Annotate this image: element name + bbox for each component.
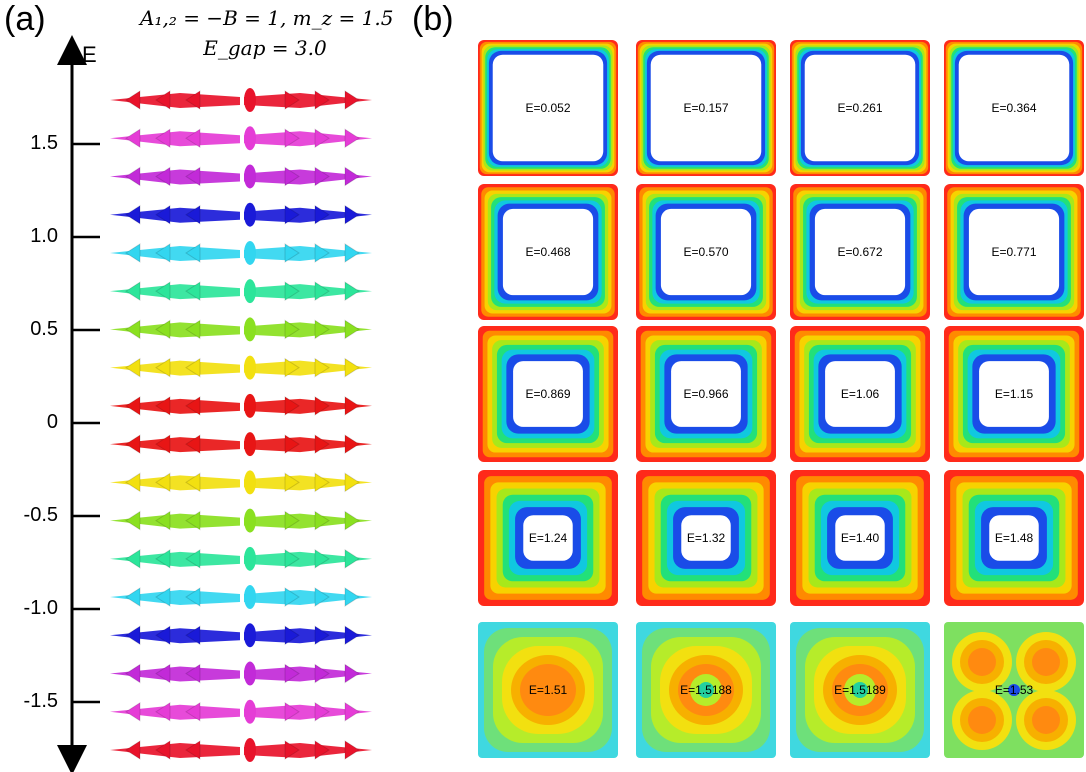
- panel-a-label: (a): [4, 0, 46, 38]
- tile-energy-label: E=1.06: [841, 387, 880, 401]
- equation-gap: E_gap = 3.0: [203, 36, 327, 60]
- ldos-map-tile: E=0.672: [790, 184, 930, 320]
- ldos-map-tile: E=0.771: [944, 184, 1084, 320]
- tile-energy-label: E=1.32: [687, 531, 726, 545]
- spin-layer: [110, 470, 372, 495]
- tile-energy-label: E=1.24: [529, 531, 568, 545]
- ldos-map-tile: E=0.468: [478, 184, 618, 320]
- ldos-map-tile: E=1.24: [478, 470, 618, 606]
- tile-energy-label: E=0.261: [837, 101, 882, 115]
- tick-label: 0.5: [30, 318, 58, 340]
- spin-layer: [110, 317, 372, 342]
- spin-layer: [110, 355, 372, 380]
- tile-energy-label: E=0.966: [683, 387, 728, 401]
- ldos-map-tile: E=1.53: [944, 622, 1084, 758]
- tick-label: -1.5: [23, 690, 58, 712]
- ldos-map-tile: E=0.966: [636, 326, 776, 462]
- tick-label: 1.0: [30, 225, 58, 247]
- ldos-map-tile: E=0.364: [944, 40, 1084, 176]
- tick-label: -0.5: [23, 504, 58, 526]
- tile-energy-label: E=1.53: [995, 683, 1034, 697]
- tile-energy-label: E=1.15: [995, 387, 1034, 401]
- spin-layer: [110, 240, 372, 265]
- spin-layer: [110, 508, 372, 533]
- tile-energy-label: E=0.157: [683, 101, 728, 115]
- tile-energy-label: E=0.672: [837, 245, 882, 259]
- tile-energy-label: E=1.5188: [680, 683, 732, 697]
- energy-axis-label: E: [82, 42, 97, 67]
- spin-layer: [110, 88, 372, 112]
- panel-b-label: (b): [412, 0, 454, 38]
- ldos-map-tile: E=1.51: [478, 622, 618, 758]
- ldos-map-tile: E=0.261: [790, 40, 930, 176]
- spin-layer: [110, 699, 372, 724]
- spin-layer: [110, 623, 372, 648]
- ldos-map-tile: E=1.48: [944, 470, 1084, 606]
- tile-energy-label: E=0.570: [683, 245, 728, 259]
- spin-layer: [110, 432, 372, 457]
- ldos-map-tile: E=0.570: [636, 184, 776, 320]
- ldos-map-tile: E=1.32: [636, 470, 776, 606]
- ldos-map-tile: E=1.5188: [636, 622, 776, 758]
- spin-layer: [110, 738, 372, 762]
- equation-params: A₁,₂ = −B = 1, m_z = 1.5: [140, 6, 394, 30]
- spin-layer: [110, 546, 372, 571]
- tile-energy-label: E=0.052: [525, 101, 570, 115]
- ldos-map-tile: E=1.40: [790, 470, 930, 606]
- tile-energy-label: E=1.5189: [834, 683, 886, 697]
- spin-layer: [110, 393, 372, 418]
- ldos-map-tile: E=0.157: [636, 40, 776, 176]
- spin-layer: [110, 661, 372, 686]
- tick-label: 0: [46, 411, 58, 433]
- ldos-map-tile: E=0.869: [478, 326, 618, 462]
- tile-energy-label: E=0.364: [991, 101, 1036, 115]
- spin-layer: [110, 202, 372, 227]
- tile-energy-label: E=1.51: [529, 683, 568, 697]
- spin-layer: [110, 279, 372, 304]
- spin-layer: [110, 126, 372, 151]
- ldos-map-tile: E=1.5189: [790, 622, 930, 758]
- tile-energy-label: E=1.48: [995, 531, 1034, 545]
- ldos-map-tile: E=0.052: [478, 40, 618, 176]
- tile-energy-label: E=0.869: [525, 387, 570, 401]
- tick-label: -1.0: [23, 597, 58, 619]
- tile-energy-label: E=1.40: [841, 531, 880, 545]
- ldos-map-tile: E=1.06: [790, 326, 930, 462]
- tile-energy-label: E=0.468: [525, 245, 570, 259]
- ldos-map-tile: E=1.15: [944, 326, 1084, 462]
- spin-texture-plot: [57, 35, 372, 772]
- spin-layer: [110, 585, 372, 610]
- tile-energy-label: E=0.771: [991, 245, 1036, 259]
- spin-layer: [110, 164, 372, 189]
- tick-label: 1.5: [30, 132, 58, 154]
